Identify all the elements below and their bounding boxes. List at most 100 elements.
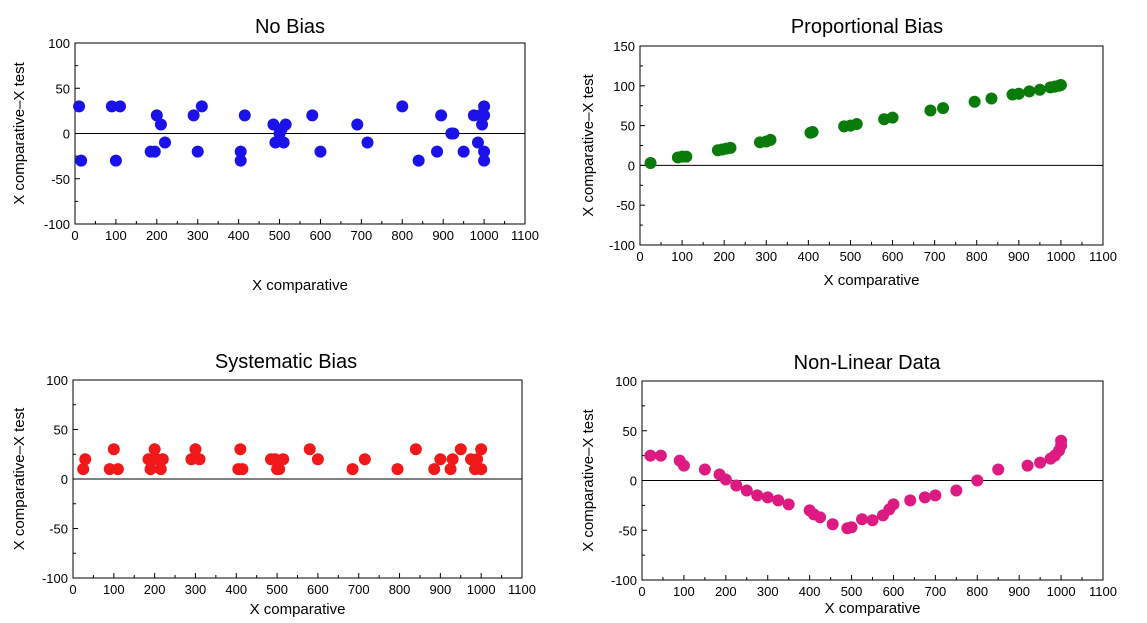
chart-title: Non-Linear Data [794, 352, 942, 374]
x-tick-label: 200 [146, 228, 168, 243]
x-tick-label: 0 [71, 228, 78, 243]
data-point [764, 133, 777, 146]
chart-title: Systematic Bias [215, 351, 357, 373]
data-point [654, 449, 667, 462]
y-tick-label: -100 [609, 238, 635, 253]
y-tick-label: 50 [54, 423, 68, 438]
data-point [478, 100, 491, 113]
data-point [391, 463, 404, 476]
y-tick-label: 150 [613, 39, 635, 54]
x-tick-label: 300 [187, 228, 209, 243]
data-point [193, 453, 206, 466]
y-tick-label: 50 [623, 424, 637, 439]
data-point [234, 145, 247, 158]
x-tick-label: 100 [671, 249, 693, 264]
chart-panel: 0 100 200 300 400 500 600 700 800 900 1000 1100-100… [580, 16, 1117, 289]
data-point [644, 449, 657, 462]
data-point [904, 494, 917, 507]
y-tick-label: 0 [628, 158, 635, 173]
data-point [236, 463, 249, 476]
data-point [985, 92, 998, 105]
data-point [845, 521, 858, 534]
data-point [1012, 87, 1025, 100]
data-point [1023, 85, 1036, 98]
data-point [937, 102, 950, 115]
x-axis-label: X comparative [824, 272, 920, 289]
y-axis-label: X comparative–X test [11, 407, 28, 550]
data-point [724, 141, 737, 154]
x-tick-label: 700 [925, 584, 947, 599]
data-point [144, 463, 157, 476]
data-point [346, 463, 359, 476]
x-tick-label: 300 [757, 584, 779, 599]
data-point [886, 111, 899, 124]
x-tick-label: 400 [228, 228, 250, 243]
y-tick-label: 50 [621, 119, 635, 134]
data-point [358, 453, 371, 466]
x-tick-label: 1100 [508, 582, 536, 597]
data-point [409, 443, 422, 456]
x-tick-label: 1000 [1047, 584, 1076, 599]
x-tick-label: 400 [799, 584, 821, 599]
data-point [107, 443, 120, 456]
data-point [435, 109, 448, 122]
data-point [279, 118, 292, 131]
data-point [457, 145, 470, 158]
data-point [924, 104, 937, 117]
data-point [680, 150, 693, 163]
data-point [434, 453, 447, 466]
data-point [751, 489, 764, 502]
x-tick-label: 1000 [470, 228, 499, 243]
data-point [471, 136, 484, 149]
x-tick-label: 1100 [1089, 249, 1117, 264]
data-point [475, 443, 488, 456]
x-tick-label: 500 [841, 584, 863, 599]
x-tick-label: 800 [966, 584, 988, 599]
x-tick-label: 700 [348, 582, 370, 597]
data-point [968, 95, 981, 108]
data-point [351, 118, 364, 131]
data-point [234, 154, 247, 167]
plot-frame [639, 45, 1104, 246]
data-point [73, 100, 86, 113]
x-tick-label: 800 [966, 249, 988, 264]
y-axis-label: X comparative–X test [580, 408, 597, 551]
data-point [187, 109, 200, 122]
x-tick-label: 500 [266, 582, 288, 597]
data-point [156, 453, 169, 466]
x-tick-label: 200 [144, 582, 166, 597]
data-point [154, 463, 167, 476]
data-point [277, 453, 290, 466]
data-point [782, 498, 795, 511]
data-point [475, 463, 488, 476]
x-tick-label: 600 [882, 249, 904, 264]
data-point [814, 511, 827, 524]
x-tick-label: 400 [798, 249, 820, 264]
data-point [154, 118, 167, 131]
y-tick-label: -100 [611, 573, 637, 588]
chart-panel: 0 100 200 300 400 500 600 700 800 900 1000 1100-100… [11, 16, 539, 294]
data-point [189, 443, 202, 456]
data-point [361, 136, 374, 149]
data-point [826, 518, 839, 531]
x-tick-label: 0 [69, 582, 76, 597]
y-tick-label: -50 [51, 172, 70, 187]
x-tick-label: 700 [924, 249, 946, 264]
data-point [772, 494, 785, 507]
data-point [159, 136, 171, 149]
data-point [303, 443, 316, 456]
data-point [478, 154, 491, 167]
data-point [1034, 456, 1047, 469]
data-point [1055, 434, 1068, 447]
x-tick-label: 1100 [511, 228, 539, 243]
data-point [77, 463, 90, 476]
data-point [918, 491, 931, 504]
data-point [444, 463, 457, 476]
y-tick-label: 50 [56, 81, 70, 96]
data-point [314, 145, 327, 158]
x-axis-label: X comparative [252, 277, 348, 294]
x-tick-label: 500 [269, 228, 291, 243]
data-point [111, 463, 124, 476]
chart-title: No Bias [255, 16, 325, 38]
